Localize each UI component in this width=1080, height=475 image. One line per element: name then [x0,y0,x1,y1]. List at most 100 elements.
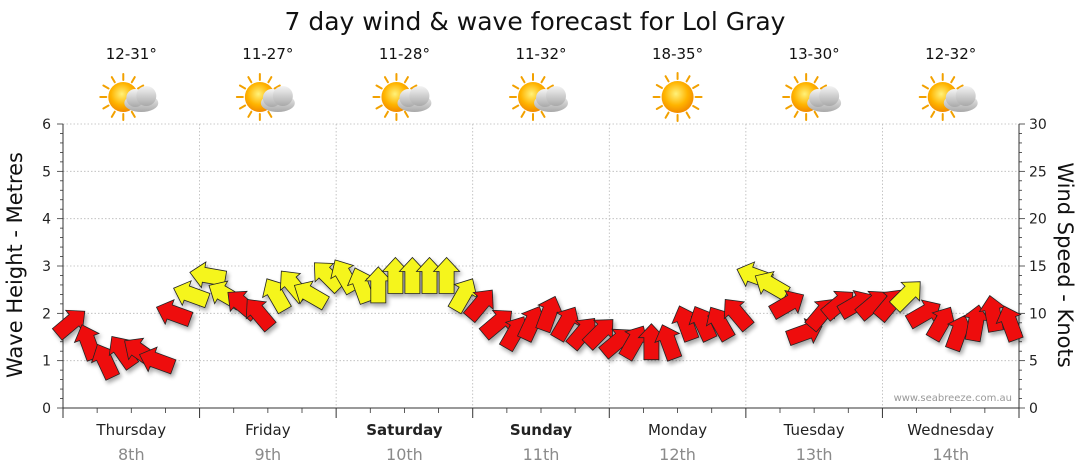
sun-ray [930,110,936,118]
sun-ray [793,76,799,84]
sun-ray [383,110,389,118]
sun-ray [793,110,799,118]
wind-speed-tick: 0 [1029,401,1038,417]
wind-arrows [51,256,1024,381]
sun-ray [375,84,383,90]
wind-arrow [51,309,86,341]
sun-ray [130,76,136,84]
wind-arrow [723,299,755,333]
wind-arrow [705,306,736,343]
wind-speed-tick: 20 [1029,212,1047,228]
sun-ray [102,104,110,110]
sun-ray [692,84,700,89]
wave-height-tick: 4 [42,212,51,228]
cloud-puff [546,86,566,106]
wind-arrow [90,343,121,381]
sun-ray [819,84,828,90]
day-name: Wednesday [907,421,994,439]
wind-arrow [962,304,991,343]
cloud-puff [272,86,293,106]
sun-cloud-icon [235,73,295,121]
sun-ray [512,104,520,110]
sun-ray [267,110,273,118]
sun-ray [512,84,520,90]
wind-arrow [768,290,805,320]
wind-arrow [654,324,683,362]
wind-arrow-strong [398,256,427,294]
day-name: Monday [648,421,707,439]
wind-arrow [245,299,277,333]
sun-ray [685,111,691,119]
wind-arrow-strong [888,281,921,313]
wave-height-tick: 1 [42,354,51,370]
wind-arrow [155,298,194,328]
sun-cloud-icon [782,73,842,121]
day-name: Tuesday [783,421,845,439]
wind-arrow-strong [754,271,791,301]
wind-speed-tick: 30 [1029,117,1047,133]
sun-ray [655,105,663,110]
wave-height-tick: 5 [42,164,51,180]
day-name: Thursday [95,421,166,439]
wind-speed-tick: 10 [1029,306,1047,322]
wind-arrow [550,306,580,343]
wind-arrow [688,305,718,343]
sun-cloud-icon [918,73,978,121]
wind-arrow [637,323,666,361]
sun-ray [785,84,793,90]
sun-ray [950,76,956,84]
wind-arrow-strong [415,256,444,294]
right-axis-label: Wind Speed - Knots [1053,162,1077,367]
sun-disc [661,81,694,113]
day-temperature: 13-30° [789,45,840,63]
sun-cloud-icon [509,73,568,121]
grid-lines [63,123,1019,408]
sun-ray [273,84,281,90]
wave-height-tick-labels: 0 1 2 3 4 5 6 [42,117,51,417]
sun-ray [137,84,145,90]
sun-ray [110,110,116,118]
day-labels: Thursday 8th Friday 9th Saturday 10th Sunday 11… [95,421,994,464]
sun-cloud-icon [372,73,432,121]
wave-height-tick: 3 [42,259,51,275]
sun-ray [238,104,247,110]
cloud-puff [819,86,840,106]
wind-arrow [535,295,564,334]
day-temperature: 11-28° [379,45,430,63]
day-name: Sunday [510,421,573,439]
day-name: Friday [245,421,291,439]
sun-ray [540,110,546,118]
wind-arrow-strong [173,280,211,309]
sun-ray [520,110,526,118]
sun-ray [956,84,964,90]
day-temperature: 12-32° [925,45,976,63]
wind-arrow [138,346,177,375]
sun-cloud-icon [99,73,159,121]
wind-arrow [995,305,1024,343]
sun-ray [267,76,273,84]
credit-watermark: www.seabreeze.com.au [894,393,1012,404]
sun-ray [540,76,546,84]
day-temperature: 11-32° [515,45,566,63]
day-date: 13th [796,445,833,464]
wind-speed-tick: 5 [1029,354,1038,370]
weather-icons [99,72,978,122]
day-date: 14th [932,445,969,464]
sun-ray [410,84,418,90]
sun-ray [247,110,253,118]
sun-ray [375,104,383,110]
sun-ray [110,76,116,84]
wind-arrow-strong [189,261,228,289]
wind-arrow-strong [381,256,410,294]
wind-speed-tick: 25 [1029,164,1047,180]
day-name: Saturday [366,421,443,439]
sun-ray [102,84,110,90]
sun-ray [520,76,526,84]
day-date: 11th [523,445,560,464]
sun-ray [921,84,929,90]
daily-temperatures: 12-31° 11-27° 11-28° 11-32° 18-35° 13-30° 12-3… [106,45,977,63]
day-date: 8th [118,445,145,464]
wind-arrow [462,289,494,324]
sun-ray [403,110,409,118]
sun-ray [383,76,389,84]
